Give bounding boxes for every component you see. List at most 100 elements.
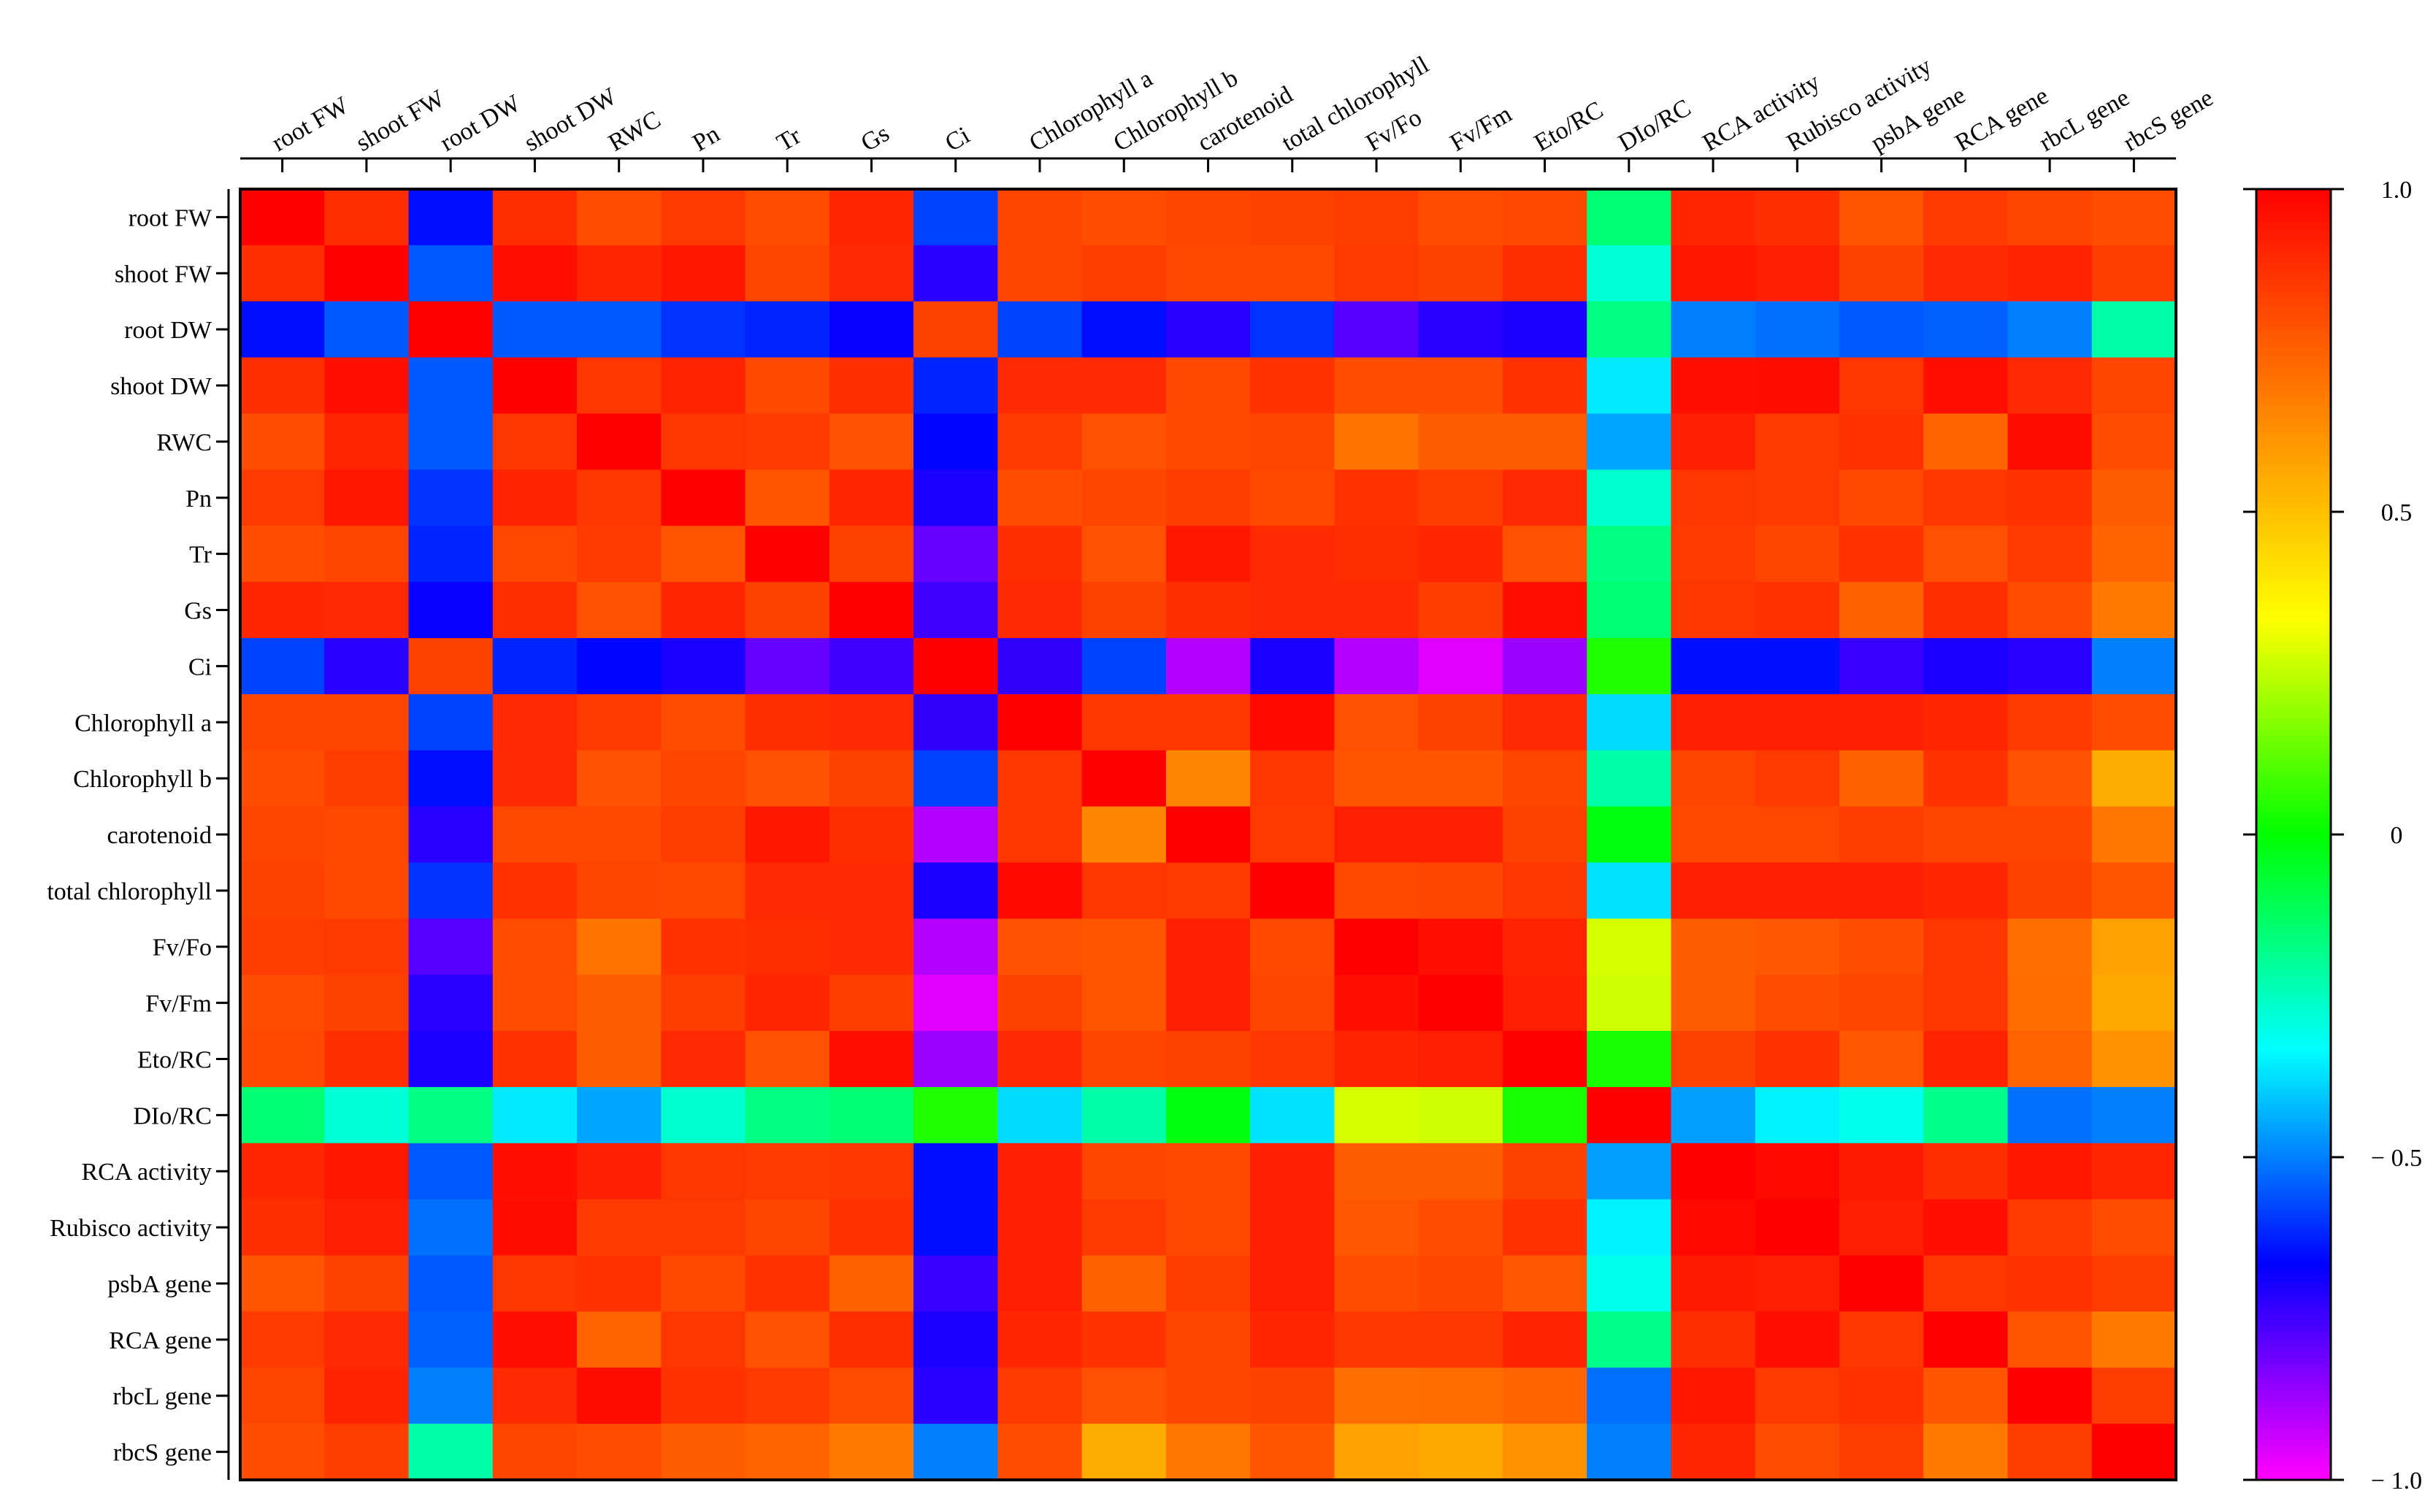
heatmap-cell xyxy=(829,862,914,919)
heatmap-cell xyxy=(1923,918,2009,975)
heatmap-cell xyxy=(1923,750,2009,807)
heatmap-cell xyxy=(745,357,830,415)
heatmap-cell xyxy=(913,301,998,358)
heatmap-cell xyxy=(1081,1086,1167,1144)
heatmap-cell xyxy=(408,1086,494,1144)
heatmap-cell xyxy=(1081,1311,1167,1368)
heatmap-cell xyxy=(2007,1367,2093,1424)
heatmap-cell xyxy=(324,637,410,695)
heatmap-cell xyxy=(1418,975,1503,1032)
heatmap-cell xyxy=(408,1143,494,1200)
heatmap-cell xyxy=(829,245,914,302)
heatmap-cell xyxy=(1502,189,1587,246)
heatmap-cell xyxy=(1839,806,1924,864)
heatmap-cell xyxy=(1418,694,1503,751)
heatmap-cell xyxy=(324,1143,410,1200)
heatmap-cell xyxy=(577,1199,662,1256)
heatmap-cell xyxy=(2007,806,2093,864)
heatmap-cell xyxy=(913,582,998,639)
heatmap-cell xyxy=(577,189,662,246)
heatmap-cell xyxy=(997,1367,1083,1424)
y-tick-label: Rubisco activity xyxy=(50,1215,212,1242)
heatmap-cell xyxy=(1839,1086,1924,1144)
heatmap-cell xyxy=(829,357,914,415)
heatmap-cell xyxy=(829,1086,914,1144)
heatmap-cell xyxy=(492,975,578,1032)
heatmap-cell xyxy=(1502,301,1587,358)
heatmap-cell xyxy=(997,1424,1083,1481)
heatmap-cell xyxy=(577,1086,662,1144)
heatmap-cell xyxy=(1923,1367,2009,1424)
heatmap-cell xyxy=(1502,582,1587,639)
heatmap-cell xyxy=(2091,1424,2177,1481)
heatmap-cell xyxy=(1250,637,1335,695)
heatmap-cell xyxy=(240,918,325,975)
heatmap-cell xyxy=(1671,806,1756,864)
heatmap-cell xyxy=(1671,1255,1756,1312)
heatmap-cell xyxy=(1923,1031,2009,1088)
heatmap-cell xyxy=(240,1031,325,1088)
heatmap-cell xyxy=(1587,637,1672,695)
y-tick-label: carotenoid xyxy=(107,822,212,849)
heatmap-cell xyxy=(2091,694,2177,751)
heatmap-cell xyxy=(1418,526,1503,583)
heatmap-cell xyxy=(240,1367,325,1424)
heatmap-cell xyxy=(1587,1143,1672,1200)
colorbar-tick-label: − 0.5 xyxy=(2371,1145,2422,1172)
heatmap-cell xyxy=(240,975,325,1032)
heatmap-cell xyxy=(1502,806,1587,864)
heatmap-cell xyxy=(1671,1424,1756,1481)
heatmap-cell xyxy=(661,637,746,695)
heatmap-cell xyxy=(745,1424,830,1481)
heatmap-cell xyxy=(408,301,494,358)
heatmap-cell xyxy=(1839,582,1924,639)
heatmap-cell xyxy=(1334,862,1419,919)
heatmap-cell xyxy=(240,750,325,807)
heatmap-cell xyxy=(240,806,325,864)
heatmap-cell xyxy=(745,1143,830,1200)
heatmap-cell xyxy=(913,526,998,583)
x-tick-label: Fv/Fo xyxy=(1362,104,1427,157)
x-tick-label: Tr xyxy=(773,122,806,157)
heatmap-cell xyxy=(661,1199,746,1256)
heatmap-cell xyxy=(913,189,998,246)
heatmap-cell xyxy=(913,1031,998,1088)
y-tick-label: Fv/Fm xyxy=(145,991,212,1018)
heatmap-cell xyxy=(492,1086,578,1144)
heatmap-cell xyxy=(661,1086,746,1144)
heatmap-cell xyxy=(1671,582,1756,639)
heatmap-cell xyxy=(1334,1424,1419,1481)
heatmap-cell xyxy=(1081,469,1167,526)
heatmap-cell xyxy=(997,413,1083,470)
heatmap-cell xyxy=(661,1143,746,1200)
heatmap-cell xyxy=(577,637,662,695)
x-tick-label: root FW xyxy=(267,91,353,157)
heatmap-cell xyxy=(2091,1367,2177,1424)
heatmap-cell xyxy=(2007,582,2093,639)
x-tick-label: shoot FW xyxy=(351,85,450,157)
heatmap-cell xyxy=(1081,245,1167,302)
heatmap-cell xyxy=(492,357,578,415)
heatmap-cell xyxy=(1418,1424,1503,1481)
heatmap-cell xyxy=(1418,1143,1503,1200)
heatmap-cell xyxy=(408,1367,494,1424)
heatmap-cell xyxy=(829,1255,914,1312)
heatmap-cell xyxy=(408,694,494,751)
heatmap-cell xyxy=(1671,750,1756,807)
heatmap-cell xyxy=(2007,1143,2093,1200)
heatmap-cell xyxy=(1839,1424,1924,1481)
heatmap-cell xyxy=(745,1086,830,1144)
heatmap-cell xyxy=(1250,1199,1335,1256)
heatmap-cell xyxy=(1755,469,1840,526)
heatmap-cell xyxy=(577,357,662,415)
heatmap-cell xyxy=(2007,1199,2093,1256)
heatmap-cell xyxy=(1923,526,2009,583)
heatmap-cell xyxy=(1418,582,1503,639)
heatmap-cell xyxy=(240,1255,325,1312)
heatmap-cell xyxy=(1165,1199,1251,1256)
heatmap-cell xyxy=(1755,189,1840,246)
heatmap-cell xyxy=(913,245,998,302)
heatmap-cell xyxy=(1502,413,1587,470)
x-tick-label: rbcL gene xyxy=(2035,84,2134,157)
heatmap-cell xyxy=(492,469,578,526)
